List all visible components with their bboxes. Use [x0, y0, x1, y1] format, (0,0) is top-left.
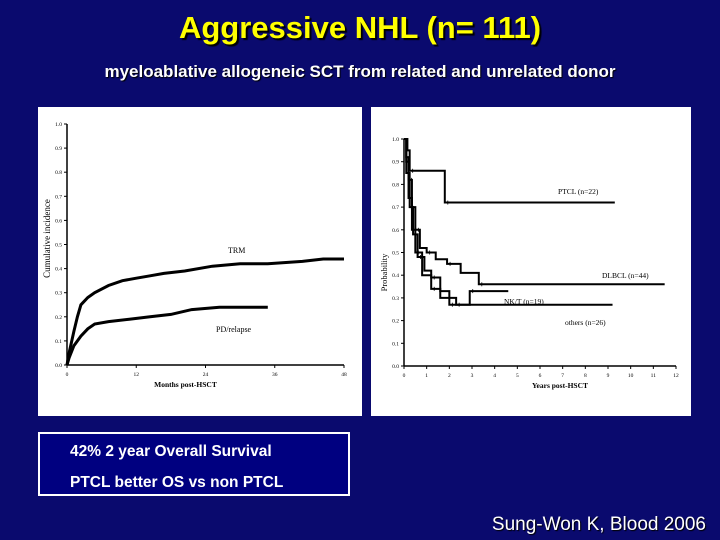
y-tick-label: 0.1: [55, 339, 62, 345]
slide-title: Aggressive NHL (n= 111): [178, 10, 542, 45]
x-tick-label: 0: [66, 372, 69, 378]
y-tick-label: 0.2: [55, 315, 62, 321]
survival-callout-box: 42% 2 year Overall Survival PTCL better …: [38, 432, 350, 496]
series-line-1: [65, 257, 344, 366]
y-tick-label: 0.9: [392, 160, 399, 166]
slide-subtitle: myeloablative allogeneic SCT from relate…: [104, 62, 616, 81]
x-tick-label: 9: [607, 373, 610, 379]
x-tick-label: 11: [651, 373, 657, 379]
y-tick-label: 0.4: [55, 267, 62, 273]
callout-line-ptcl-comparison: PTCL better OS vs non PTCL: [70, 474, 284, 491]
series-line-2: [65, 305, 268, 366]
y-tick-label: 0.8: [392, 182, 399, 188]
y-tick-label: 0.5: [392, 251, 399, 257]
y-tick-label: 0.3: [55, 291, 62, 297]
y-axis-label: Cumulative incidence: [42, 199, 52, 278]
y-tick-label: 0.0: [392, 364, 399, 370]
series-line-1: [404, 138, 615, 204]
y-tick-label: 1.0: [55, 122, 62, 128]
y-tick-label: 0.8: [55, 170, 62, 176]
y-tick-label: 0.7: [55, 194, 62, 200]
survival-probability-chart-panel: 0.0 0.1 0.2 0.3 0.4 0.5 0.6 0.7 0.8 0.9 1.0 0 1 2 3 4 5 6…: [371, 107, 691, 416]
citation: Sung-Won K, Blood 2006: [491, 514, 706, 535]
x-tick-label: 0: [403, 373, 406, 379]
x-tick-label: 8: [584, 373, 587, 379]
series-line-2: [404, 138, 665, 286]
x-tick-label: 7: [561, 373, 564, 379]
y-tick-label: 0.7: [392, 205, 399, 211]
series-label: DLBCL (n=44): [602, 271, 649, 280]
series-line-3: [404, 138, 509, 306]
x-tick-label: 2: [448, 373, 451, 379]
y-tick-label: 0.4: [392, 273, 399, 279]
x-tick-label: 10: [628, 373, 634, 379]
x-tick-label: 36: [272, 372, 278, 378]
series-line-4: [404, 138, 613, 306]
series-label: PD/relapse: [216, 325, 252, 334]
cumulative-incidence-chart-panel: 0.0 0.1 0.2 0.3 0.4 0.5 0.6 0.7 0.8 0.9 1.0 0 12 24 36…: [38, 107, 362, 416]
y-tick-label: 0.6: [392, 228, 399, 234]
series-label: TRM: [228, 246, 245, 255]
y-tick-label: 0.3: [392, 296, 399, 302]
series-label: others (n=26): [565, 318, 606, 327]
y-tick-label: 0.2: [392, 319, 399, 325]
y-tick-label: 0.6: [55, 218, 62, 224]
survival-probability-chart: 0.00.10.20.30.40.50.60.70.80.91.00 1 2 3 4 5 6…: [379, 137, 679, 390]
x-tick-label: 5: [516, 373, 519, 379]
series-label: PTCL (n=22): [558, 187, 599, 196]
y-tick-label: 0.9: [55, 146, 62, 152]
x-tick-label: 24: [203, 372, 209, 378]
x-tick-label: 4: [493, 373, 496, 379]
x-tick-label: 12: [134, 372, 140, 378]
x-tick-label: 1: [425, 373, 428, 379]
x-tick-label: 12: [673, 373, 679, 379]
y-tick-label: 0.1: [392, 341, 399, 347]
x-axis-label: Months post-HSCT: [154, 380, 217, 389]
x-tick-label: 3: [471, 373, 474, 379]
x-axis-label: Years post-HSCT: [532, 381, 588, 390]
cumulative-incidence-chart: 0.0 0.1 0.2 0.3 0.4 0.5 0.6 0.7 0.8 0.9 1.0 0 12 24 36…: [42, 122, 347, 389]
callout-line-overall-survival: 42% 2 year Overall Survival: [70, 443, 272, 460]
x-tick-label: 48: [341, 372, 347, 378]
x-tick-label: 6: [539, 373, 542, 379]
series-label: NK/T (n=19): [504, 297, 544, 306]
y-axis-label: Probability: [379, 253, 389, 292]
y-tick-label: 0.5: [55, 243, 62, 249]
y-tick-label: 0.0: [55, 363, 62, 369]
y-tick-label: 1.0: [392, 137, 399, 143]
